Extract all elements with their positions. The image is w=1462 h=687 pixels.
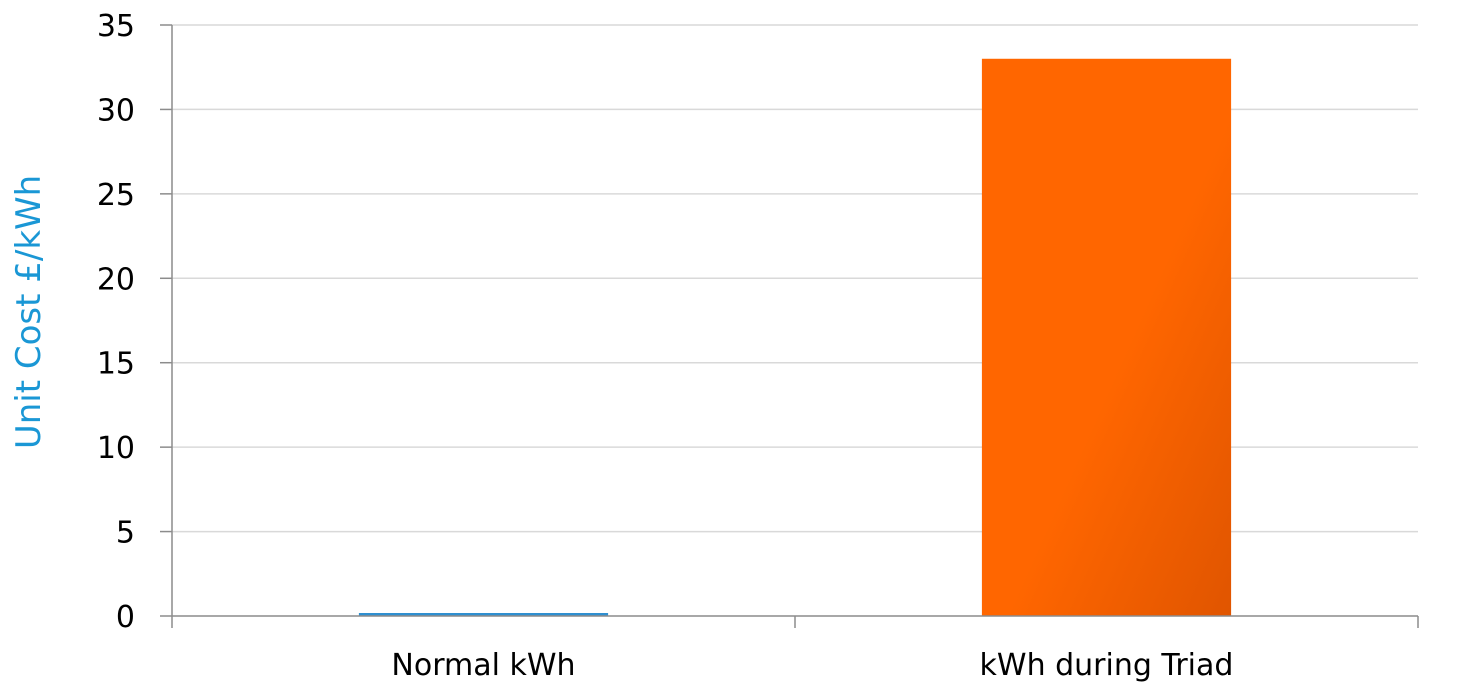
y-tick-label: 5 bbox=[116, 516, 135, 551]
x-tick-label: Normal kWh bbox=[391, 648, 575, 683]
y-tick-label: 15 bbox=[97, 347, 135, 382]
y-axis-title: Unit Cost £/kWh bbox=[9, 175, 49, 449]
bar bbox=[981, 58, 1232, 617]
bar bbox=[358, 613, 609, 616]
y-tick-label: 35 bbox=[97, 9, 135, 44]
y-tick-label: 20 bbox=[97, 262, 135, 297]
y-tick-label: 30 bbox=[97, 93, 135, 128]
y-tick-label: 0 bbox=[116, 600, 135, 635]
y-tick-label: 25 bbox=[97, 178, 135, 213]
axes bbox=[160, 24, 1419, 628]
x-tick-label: kWh during Triad bbox=[980, 648, 1234, 683]
labels: 0 5 10 15 20 25 30 35 Normal kWh kWh during Triad bbox=[97, 9, 1234, 683]
gridlines bbox=[172, 24, 1418, 533]
bars bbox=[358, 58, 1232, 617]
y-tick-label: 10 bbox=[97, 431, 135, 466]
